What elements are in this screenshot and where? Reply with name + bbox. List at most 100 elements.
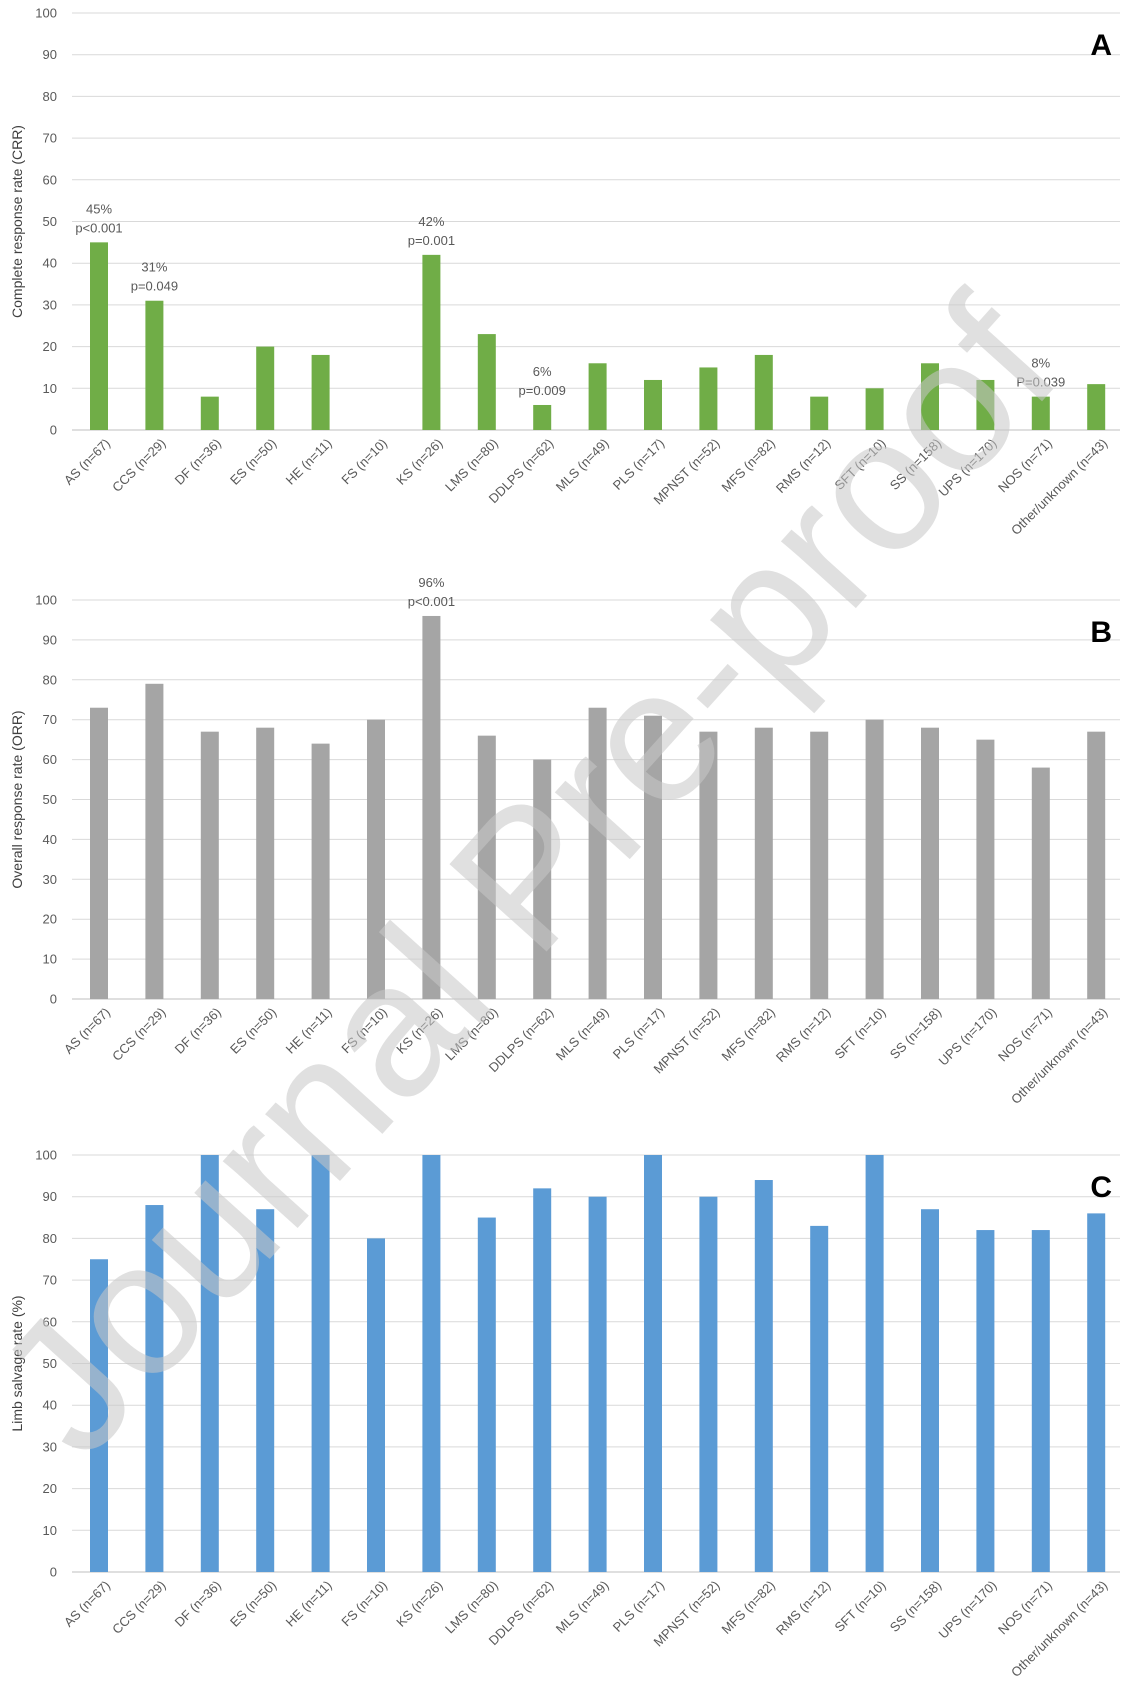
y-tick-label: 30: [43, 1439, 57, 1454]
bar: [200, 731, 219, 999]
bar: [644, 1155, 662, 1572]
bar: [588, 1196, 607, 1572]
bar: [90, 707, 108, 999]
y-axis-label: Complete response rate (CRR): [9, 125, 25, 318]
data-annotation: P=0.039: [1016, 375, 1065, 390]
x-tick-label: CCS (n=29): [109, 1578, 168, 1637]
x-tick-label: NOS (n=71): [995, 1005, 1055, 1065]
data-annotation: p=0.009: [519, 383, 566, 398]
x-tick-label: SS (n=158): [887, 1578, 944, 1635]
y-tick-label: 80: [43, 89, 57, 104]
y-tick-label: 20: [43, 1481, 57, 1496]
x-tick-label: HE (n=11): [283, 436, 335, 488]
x-tick-label: NOS (n=71): [995, 1578, 1055, 1638]
x-tick-label: MLS (n=49): [553, 1005, 612, 1064]
bar: [1031, 396, 1050, 430]
y-tick-label: 30: [43, 297, 57, 312]
y-tick-label: 80: [43, 1231, 57, 1246]
bar: [976, 379, 995, 430]
bar: [477, 1217, 496, 1572]
bar: [311, 354, 330, 430]
y-tick-label: 20: [43, 912, 57, 927]
bar: [367, 1238, 385, 1572]
bar: [976, 739, 995, 999]
x-tick-label: RMS (n=12): [773, 1005, 833, 1065]
bar: [810, 731, 829, 999]
y-tick-label: 100: [35, 593, 57, 608]
bar: [533, 404, 552, 430]
x-tick-label: UPS (n=170): [936, 1005, 1000, 1069]
bar: [588, 707, 607, 999]
bar: [1087, 384, 1106, 430]
x-tick-label: ES (n=50): [227, 436, 279, 488]
bar: [367, 719, 385, 999]
data-annotation: 96%: [418, 575, 444, 590]
y-tick-label: 50: [43, 792, 57, 807]
panel-label: C: [1090, 1171, 1112, 1204]
x-tick-label: PLS (n=17): [610, 436, 667, 493]
x-tick-label: SFT (n=10): [832, 1578, 889, 1635]
panel-label: A: [1090, 29, 1112, 62]
x-tick-label: DF (n=36): [172, 1578, 224, 1630]
bar: [145, 683, 164, 999]
y-tick-label: 0: [50, 1565, 57, 1580]
bar: [477, 334, 496, 430]
bar: [865, 388, 884, 430]
data-annotation: 45%: [86, 201, 112, 216]
bar: [976, 1230, 995, 1572]
bar: [865, 719, 884, 999]
y-tick-label: 0: [50, 423, 57, 438]
x-tick-label: FS (n=10): [338, 436, 390, 488]
y-tick-label: 60: [43, 752, 57, 767]
x-tick-label: AS (n=67): [61, 436, 113, 488]
bar: [921, 1209, 939, 1572]
bar: [200, 396, 219, 430]
y-tick-label: 60: [43, 172, 57, 187]
x-tick-label: UPS (n=170): [936, 1578, 1000, 1642]
bar: [256, 346, 275, 430]
bar: [256, 1209, 275, 1572]
bar: [422, 615, 441, 999]
bar: [145, 300, 164, 430]
y-tick-label: 50: [43, 1356, 57, 1371]
y-tick-label: 90: [43, 1189, 57, 1204]
x-tick-label: SFT (n=10): [832, 1005, 889, 1062]
y-tick-label: 70: [43, 1273, 57, 1288]
bar: [90, 1259, 108, 1572]
bar: [422, 1155, 441, 1572]
bar: [477, 735, 496, 999]
data-annotation: p=0.049: [131, 279, 178, 294]
data-annotation: 31%: [141, 260, 167, 275]
bar: [644, 379, 662, 430]
y-tick-label: 90: [43, 632, 57, 647]
data-annotation: p<0.001: [408, 594, 455, 609]
x-tick-label: Other/unknown (n=43): [1008, 1005, 1110, 1107]
bar: [810, 1225, 829, 1572]
y-tick-label: 10: [43, 1523, 57, 1538]
data-annotation: 8%: [1031, 356, 1050, 371]
bar: [1031, 767, 1050, 999]
y-tick-label: 40: [43, 832, 57, 847]
panel-label: B: [1090, 616, 1112, 649]
bar: [311, 743, 330, 999]
data-annotation: 42%: [418, 214, 444, 229]
y-tick-label: 100: [35, 1148, 57, 1163]
x-tick-label: AS (n=67): [61, 1578, 113, 1630]
y-tick-label: 70: [43, 131, 57, 146]
x-tick-label: AS (n=67): [61, 1005, 113, 1057]
bar: [256, 727, 275, 999]
x-tick-label: MFS (n=82): [719, 1578, 778, 1637]
x-tick-label: KS (n=26): [393, 1578, 445, 1630]
bar: [1087, 1213, 1106, 1572]
x-tick-label: DF (n=36): [172, 436, 224, 488]
x-tick-label: CCS (n=29): [109, 436, 168, 495]
bar: [921, 727, 939, 999]
bar: [810, 396, 829, 430]
y-axis-label: Limb salvage rate (%): [9, 1295, 25, 1431]
data-annotation: p<0.001: [75, 220, 122, 235]
x-tick-label: DF (n=36): [172, 1005, 224, 1057]
x-tick-label: LMS (n=80): [442, 1578, 501, 1637]
y-axis-label: Overall response rate (ORR): [9, 710, 25, 888]
bar: [699, 1196, 718, 1572]
